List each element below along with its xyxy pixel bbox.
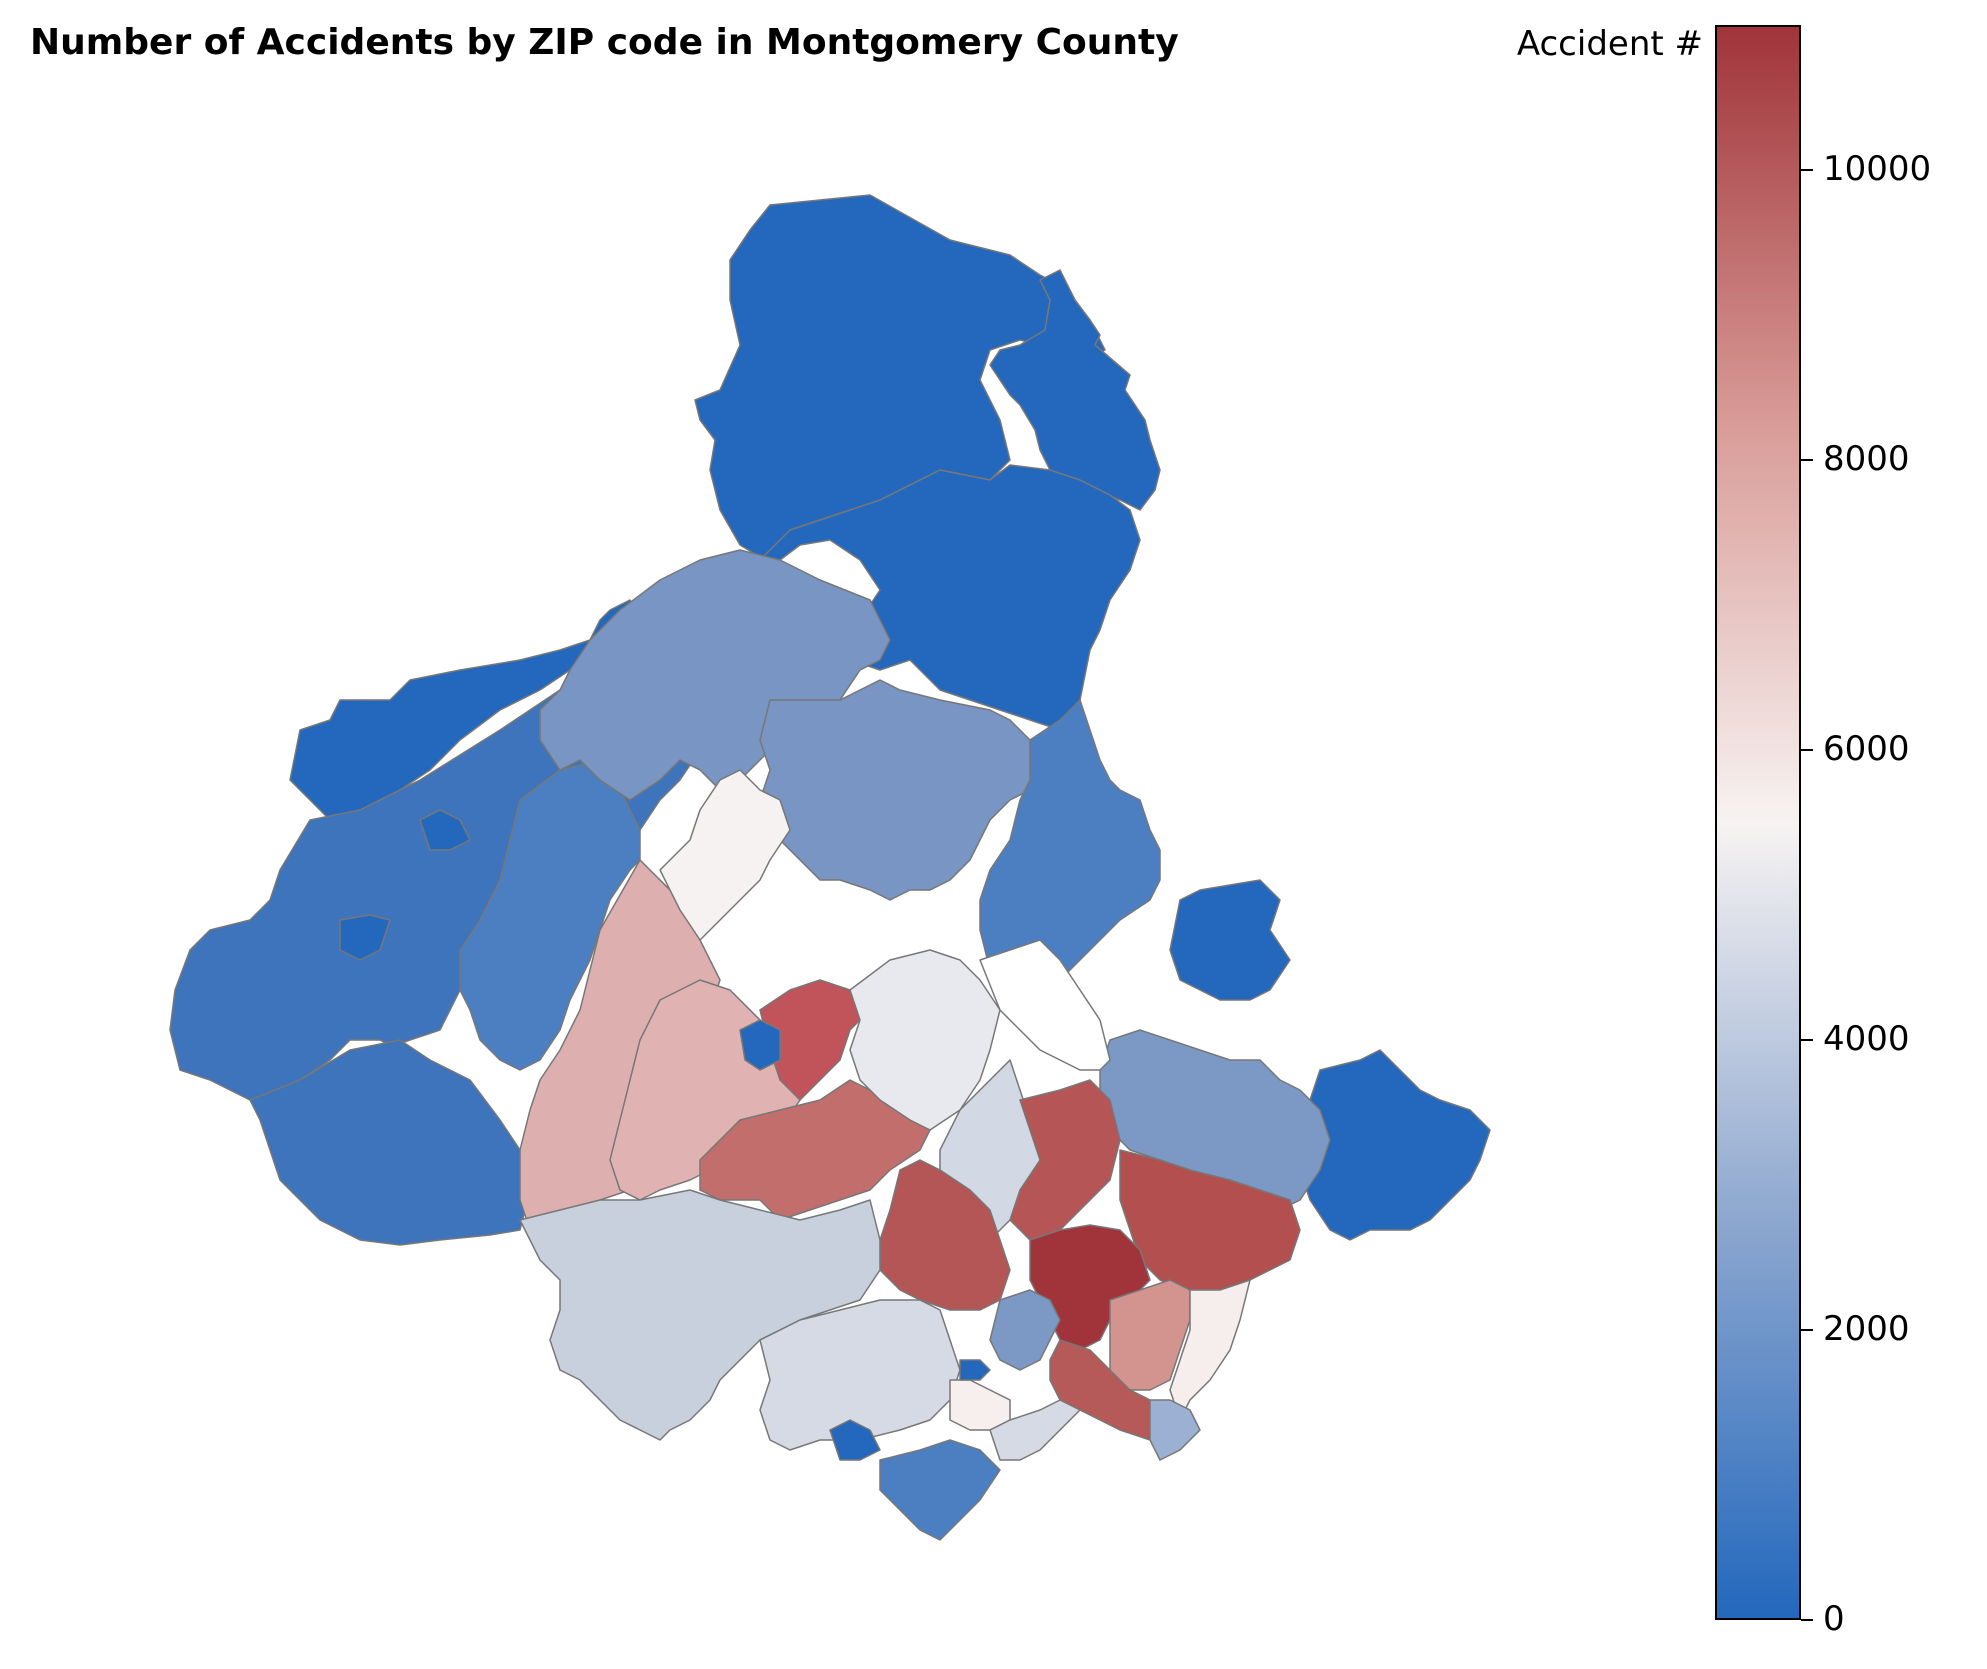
zip-region-small-blue-4	[339, 914, 391, 961]
zip-region-small-blue-1	[739, 1019, 781, 1071]
zip-region-red-south	[1049, 1339, 1161, 1441]
zip-region-white-gap	[979, 939, 1111, 1071]
zip-region-red-center-west	[759, 979, 871, 1101]
zip-region-blue-south-tail	[879, 1439, 1001, 1541]
zip-region-mid-north	[539, 549, 891, 801]
zip-region-small-blue-5	[419, 809, 471, 851]
zip-region-steel-southeast	[1149, 1399, 1201, 1461]
zip-region-small-blue-3	[959, 1359, 991, 1381]
colorbar-gradient	[1715, 25, 1801, 1620]
zip-region-lightgray-south	[759, 1299, 961, 1451]
zip-region-lightgray-tail	[989, 1399, 1081, 1461]
zip-region-pink-southeast	[1109, 1279, 1191, 1391]
zip-region-east-pocket	[1169, 879, 1291, 1001]
zip-region-near-white-southeast	[1169, 1279, 1251, 1421]
zip-region-near-white-north	[659, 769, 791, 941]
map-title: Number of Accidents by ZIP code in Montg…	[30, 22, 1179, 63]
colorbar-tick-label: 0	[1823, 1599, 1845, 1639]
colorbar-tick-mark	[1801, 1039, 1813, 1041]
zip-region-steel-south	[989, 1289, 1061, 1371]
colorbar-tick-mark	[1801, 1329, 1813, 1331]
zip-region-mid-northeast	[759, 679, 1041, 901]
colorbar-tick-label: 4000	[1823, 1019, 1910, 1059]
zip-region-east-column	[979, 699, 1161, 991]
colorbar-tick-mark	[1801, 749, 1813, 751]
zip-region-lightgray-center	[849, 949, 1001, 1131]
colorbar-label: Accident #	[1516, 24, 1703, 64]
colorbar-tick-label: 6000	[1823, 729, 1910, 769]
colorbar-tick-label: 10000	[1823, 149, 1932, 189]
colorbar-tick-label: 2000	[1823, 1309, 1910, 1349]
zip-region-west-south	[249, 1039, 531, 1246]
zip-region-near-white-south	[949, 1379, 1011, 1431]
colorbar-tick-label: 8000	[1823, 439, 1910, 479]
zip-region-central-west	[459, 759, 641, 1071]
colorbar-tick-mark	[1801, 1619, 1813, 1621]
zip-region-small-blue-2	[829, 1419, 881, 1461]
colorbar-tick-mark	[1801, 169, 1813, 171]
zip-region-red-central-large	[1009, 1079, 1121, 1241]
colorbar-tick-mark	[1801, 459, 1813, 461]
colorbar: 0 2000 4000 6000 8000 10000	[1715, 25, 1931, 1639]
zip-region-red-center	[699, 1079, 931, 1221]
